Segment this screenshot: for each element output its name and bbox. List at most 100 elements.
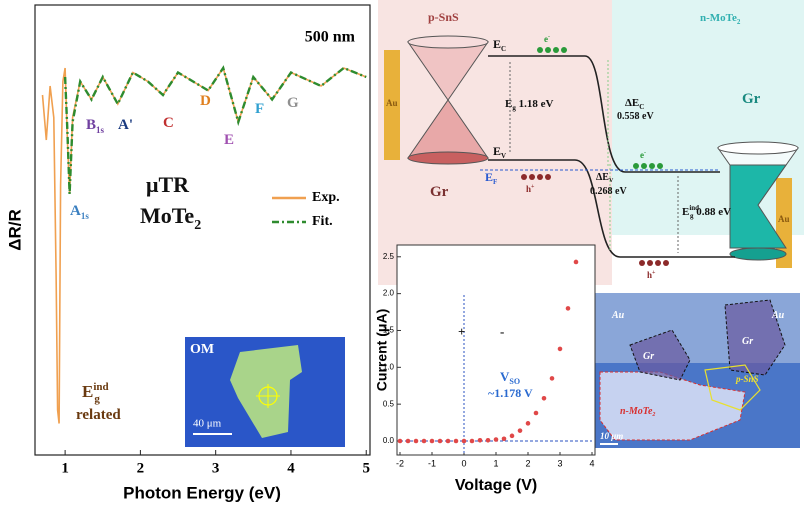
annotation: μTR: [146, 172, 190, 197]
text-part: g: [690, 212, 694, 220]
text-part: -: [500, 324, 504, 339]
text-part: ind: [689, 204, 699, 212]
text-part: p-SnS: [428, 10, 459, 24]
text-part: μTR: [146, 172, 190, 197]
annotation: +: [458, 324, 465, 339]
mote2-region: [612, 0, 804, 235]
legend-label: Fit.: [312, 214, 333, 229]
image-label: Au: [611, 310, 625, 321]
data-point: [533, 410, 539, 416]
cone-bottom: [729, 247, 787, 261]
text-part: +: [652, 270, 656, 276]
band-label: EC: [493, 37, 506, 53]
text-part: C: [501, 45, 506, 53]
text-part: Au: [386, 98, 398, 108]
gr-flake: [724, 299, 786, 376]
text-part: p-SnS: [735, 374, 759, 384]
y-axis-label: ΔR/R: [5, 209, 24, 251]
annotation: E: [224, 132, 234, 148]
image-label: Au: [771, 310, 785, 321]
text-part: g: [512, 104, 516, 112]
y-tick-label: 0.5: [383, 399, 395, 408]
data-point: [461, 438, 467, 444]
text-part: 1s: [81, 211, 90, 221]
data-point: [501, 436, 507, 442]
electrons: [537, 47, 663, 169]
band-label: Gr: [430, 184, 449, 200]
text-part: 1.18 eV: [516, 98, 554, 110]
text-part: ind: [93, 381, 108, 393]
text-part: n-MoTe: [620, 406, 653, 417]
band-label: h+: [526, 184, 535, 194]
x-tick-label: 3: [557, 458, 562, 468]
y-tick-label: 0.0: [383, 436, 395, 445]
data-point: [517, 428, 523, 433]
text-part: +: [531, 184, 535, 190]
annotation: C: [163, 115, 174, 131]
data-point: [421, 438, 427, 444]
annotation: F: [255, 101, 264, 117]
annotation: A1s: [70, 203, 89, 221]
x-axis-label: Photon Energy (eV): [123, 483, 281, 502]
data-point: [469, 438, 475, 444]
band-label: e-: [640, 150, 646, 160]
text-part: Gr: [430, 184, 449, 200]
text-part: E: [224, 132, 234, 148]
text-part: V: [500, 369, 510, 384]
valence-band: [488, 159, 735, 258]
text-part: -: [548, 34, 550, 40]
text-part: 10 μm: [600, 431, 623, 441]
chart-title: 500 nm: [305, 29, 356, 46]
y-tick-label: 2.5: [383, 252, 395, 261]
annotation: Eind g: [82, 381, 109, 405]
holes: [521, 174, 669, 266]
text-part: 0.268 eV: [590, 186, 627, 197]
data-point: [413, 438, 419, 444]
inset-title: OM: [190, 342, 214, 357]
text-part: Gr: [742, 91, 761, 107]
x-axis-label: Voltage (V): [455, 477, 537, 494]
data-point: [405, 438, 411, 444]
band-label: EF: [485, 170, 497, 186]
band-label: EV: [493, 144, 506, 160]
x-tick-label: -1: [428, 458, 436, 468]
band-label: Eg 1.18 eV: [505, 98, 553, 112]
text-part: ΔE: [625, 97, 639, 109]
text-part: 0.88 eV: [693, 206, 731, 218]
annotation: MoTe2: [140, 203, 201, 233]
text-part: C: [163, 115, 174, 131]
annotation: VSO: [500, 369, 520, 386]
image-label: 10 μm: [600, 431, 623, 441]
text-part: 0.558 eV: [617, 111, 654, 122]
text-part: F: [255, 101, 264, 117]
x-tick-label: 5: [362, 460, 370, 476]
plot-frame: [396, 244, 596, 456]
y-tick-label: 1.5: [383, 326, 395, 335]
text-part: E: [493, 144, 501, 158]
sns-flake: [704, 364, 761, 411]
band-label: e-: [544, 34, 550, 44]
text-part: V: [609, 178, 614, 184]
band-label: ΔEV: [596, 172, 614, 184]
plot-frame: [34, 4, 371, 456]
data-point: [493, 437, 499, 442]
text-part: E: [493, 37, 501, 51]
data-point: [525, 421, 531, 426]
x-tick-label: 1: [493, 458, 498, 468]
band-label: 0.558 eV: [617, 111, 654, 122]
text-part: D: [200, 93, 211, 109]
y-axis-label: Current (μA): [374, 309, 390, 391]
text-part: 2: [737, 18, 741, 26]
y-tick-label: 1.0: [383, 362, 395, 371]
text-part: MoTe: [140, 203, 194, 228]
image-label: Gr: [742, 336, 753, 347]
annotation: A': [118, 117, 133, 133]
band-label: h+: [647, 270, 656, 280]
text-part: 1s: [96, 125, 105, 135]
band-label: Au: [386, 98, 398, 108]
text-part: B: [86, 117, 96, 133]
text-part: 2: [194, 218, 201, 233]
x-tick-label: 1: [61, 460, 69, 476]
dirac-cone: [729, 164, 787, 249]
x-tick-label: 4: [287, 460, 295, 476]
